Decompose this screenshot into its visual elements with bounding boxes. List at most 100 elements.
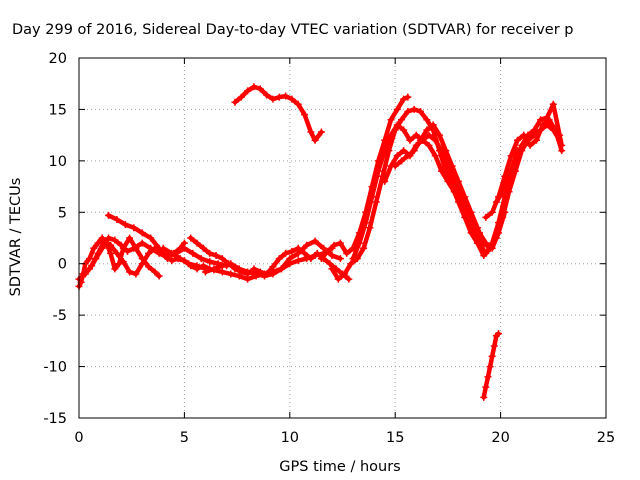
data-point — [303, 255, 311, 263]
data-point — [294, 257, 302, 265]
y-tick-label: 0 — [58, 257, 67, 273]
data-point — [206, 258, 214, 266]
data-point — [307, 128, 315, 136]
data-point — [193, 262, 201, 270]
data-point — [381, 177, 389, 185]
data-point — [425, 131, 433, 139]
data-point — [467, 208, 475, 216]
series-line-14 — [494, 102, 564, 205]
x-tick-label: 0 — [74, 430, 83, 446]
data-point — [505, 172, 513, 180]
data-point — [123, 247, 131, 255]
data-point — [429, 121, 437, 129]
data-point — [482, 383, 490, 391]
data-point — [288, 247, 296, 255]
data-point — [410, 105, 418, 113]
data-point — [126, 268, 134, 276]
data-point — [275, 93, 283, 101]
data-point — [400, 126, 408, 134]
data-point — [511, 157, 519, 165]
data-point — [328, 251, 336, 259]
data-point — [374, 167, 382, 175]
y-tick-label: 20 — [49, 51, 67, 67]
data-point — [387, 131, 395, 139]
data-point — [111, 265, 119, 273]
data-point — [212, 251, 220, 259]
data-point — [391, 162, 399, 170]
data-point — [406, 136, 414, 144]
data-point — [303, 241, 311, 249]
data-point — [117, 241, 125, 249]
data-point — [345, 275, 353, 283]
data-point — [275, 255, 283, 263]
grid — [79, 58, 606, 418]
data-point — [231, 98, 239, 106]
data-point — [201, 268, 209, 276]
data-point — [218, 262, 226, 270]
data-point — [92, 255, 100, 263]
data-point — [107, 241, 115, 249]
data-point — [360, 244, 368, 252]
data-point — [349, 255, 357, 263]
data-point — [507, 152, 515, 160]
data-point — [328, 265, 336, 273]
y-tick-label: 5 — [58, 205, 67, 221]
data-point — [387, 116, 395, 124]
data-point — [492, 234, 500, 242]
data-point — [404, 152, 412, 160]
x-tick-label: 25 — [597, 430, 615, 446]
data-point — [499, 188, 507, 196]
data-point — [482, 213, 490, 221]
data-point — [189, 249, 197, 257]
chart-title: Day 299 of 2016, Sidereal Day-to-day VTE… — [12, 22, 573, 38]
data-point — [235, 265, 243, 273]
data-point — [381, 147, 389, 155]
data-point — [244, 275, 252, 283]
data-point — [121, 221, 129, 229]
data-point — [347, 260, 355, 268]
data-point — [435, 131, 443, 139]
data-point — [490, 342, 498, 350]
data-point — [244, 268, 252, 276]
data-point — [320, 244, 328, 252]
data-point — [250, 83, 258, 91]
data-point — [461, 193, 469, 201]
data-point — [330, 241, 338, 249]
data-point — [311, 237, 319, 245]
data-point — [252, 270, 260, 278]
data-point — [113, 249, 121, 257]
data-point — [530, 126, 538, 134]
data-point — [107, 249, 115, 257]
data-point — [256, 85, 264, 93]
x-tick-label: 10 — [281, 430, 299, 446]
data-point — [282, 249, 290, 257]
data-point — [494, 330, 502, 338]
data-point — [237, 93, 245, 101]
data-point — [398, 116, 406, 124]
y-tick-label: 10 — [49, 154, 67, 170]
data-point — [132, 270, 140, 278]
data-point — [480, 239, 488, 247]
data-point — [336, 255, 344, 263]
series-points-8 — [317, 93, 412, 263]
data-point — [79, 270, 87, 278]
data-point — [393, 152, 401, 160]
data-point — [518, 141, 526, 149]
data-point — [556, 131, 564, 139]
data-point — [505, 188, 513, 196]
data-point — [537, 116, 545, 124]
data-point — [227, 260, 235, 268]
data-point — [277, 265, 285, 273]
data-point — [372, 198, 380, 206]
y-tick-label: -10 — [43, 360, 67, 376]
series-line-9 — [329, 107, 493, 282]
data-point — [393, 105, 401, 113]
data-point — [218, 255, 226, 263]
series-line-11 — [382, 132, 520, 256]
data-point — [431, 152, 439, 160]
data-point — [86, 255, 94, 263]
data-point — [206, 249, 214, 257]
data-point — [334, 275, 342, 283]
data-point — [404, 93, 412, 101]
